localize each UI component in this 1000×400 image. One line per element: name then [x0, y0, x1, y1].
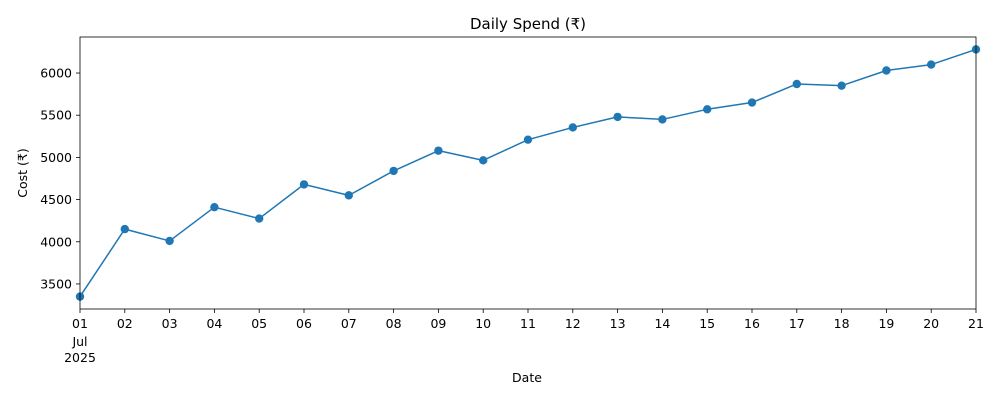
x-tick-label: 21 — [968, 316, 984, 331]
x-axis: 01 02 03 04 05 06 07 08 09 10 11 12 13 14 15 16 17 18 19 20… — [64, 309, 984, 365]
y-tick-label: 4000 — [40, 234, 72, 249]
x-tick-label: 09 — [430, 316, 446, 331]
x-tick-label: 10 — [475, 316, 491, 331]
y-tick-label: 5500 — [40, 108, 72, 123]
data-point — [389, 166, 398, 176]
data-point — [927, 60, 936, 69]
y-axis-title: Cost (₹) — [15, 148, 30, 197]
x-tick-label: 12 — [565, 316, 581, 331]
data-point — [658, 115, 667, 124]
data-point — [120, 224, 129, 234]
data-point — [255, 214, 264, 223]
x-tick-label: 07 — [341, 316, 357, 331]
x-tick-label: 20 — [923, 316, 939, 331]
x-tick-label: 18 — [834, 316, 850, 331]
y-tick-label: 6000 — [40, 66, 72, 81]
x-tick-label: 14 — [654, 316, 670, 331]
data-point — [703, 105, 712, 114]
data-point — [344, 191, 353, 200]
x-tick-label: 17 — [789, 316, 805, 331]
y-axis: 3500 4000 4500 5000 5500 6000 — [40, 66, 80, 291]
y-tick-label: 4500 — [40, 192, 72, 207]
plot-frame — [79, 36, 977, 310]
data-point — [434, 146, 443, 155]
x-tick-label: 19 — [878, 316, 894, 331]
x-tick-label: 13 — [610, 316, 626, 331]
data-point — [747, 98, 757, 107]
x-tick-label: 15 — [699, 316, 715, 331]
data-point — [568, 123, 577, 132]
data-point — [882, 66, 891, 75]
x-tick-label: 01 — [72, 316, 88, 331]
data-point — [299, 180, 309, 189]
x-tick-sublabel: 2025 — [64, 350, 96, 365]
x-tick-label: 08 — [386, 316, 402, 331]
data-point — [792, 79, 801, 89]
x-tick-label: 03 — [162, 316, 178, 331]
data-point — [479, 156, 488, 165]
data-point — [165, 236, 174, 246]
x-tick-label: 06 — [296, 316, 312, 331]
plot-area — [75, 36, 981, 310]
data-point — [523, 135, 533, 144]
x-tick-label: 16 — [744, 316, 760, 331]
y-tick-label: 5000 — [40, 150, 72, 165]
y-tick-label: 3500 — [40, 276, 72, 291]
x-axis-title: Date — [512, 370, 542, 385]
data-point — [613, 112, 622, 122]
x-tick-label: 11 — [520, 316, 536, 331]
x-tick-label: 04 — [206, 316, 222, 331]
data-point — [837, 81, 846, 90]
x-tick-label: 02 — [117, 316, 133, 331]
x-tick-label: 05 — [251, 316, 267, 331]
x-tick-sublabel: Jul — [71, 334, 87, 349]
data-point — [210, 202, 219, 212]
chart-title: Daily Spend (₹) — [470, 15, 586, 33]
